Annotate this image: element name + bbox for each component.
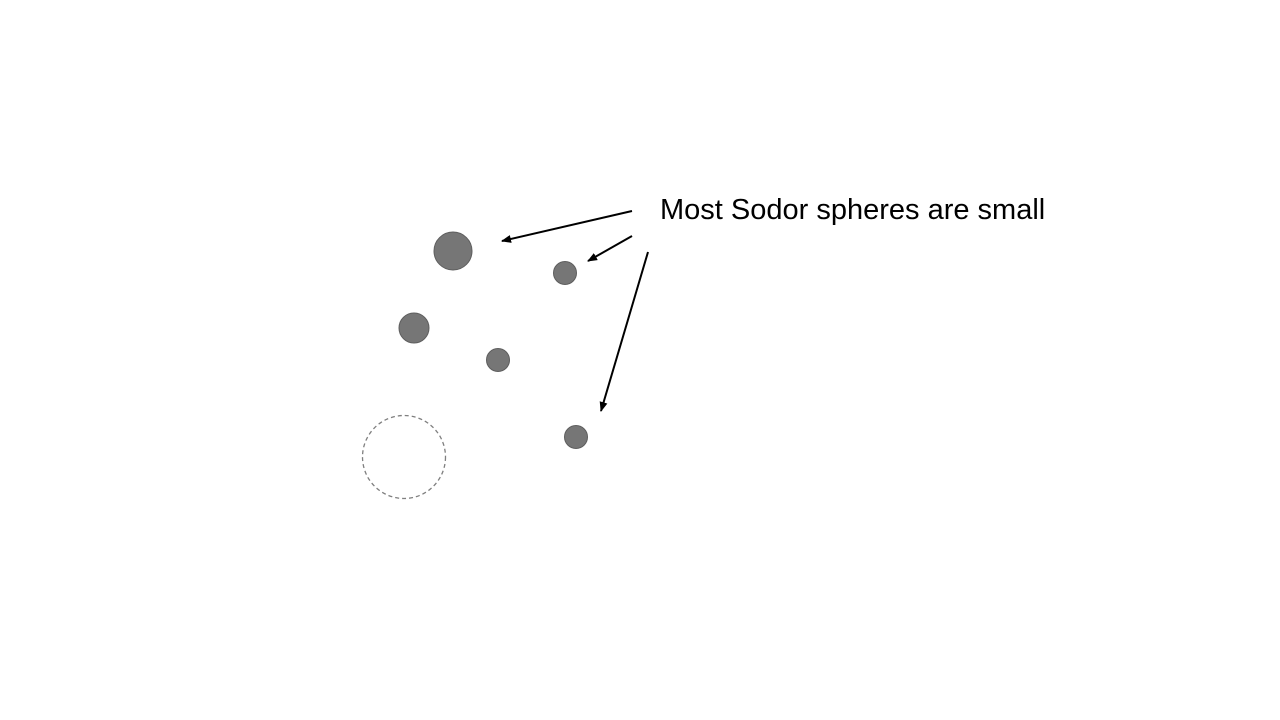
sphere-empty-outline — [361, 414, 447, 500]
sphere-medium-left — [398, 312, 430, 344]
arrow-to-large-top-sphere — [501, 210, 633, 243]
caption-text: Most Sodor spheres are small — [660, 194, 1046, 226]
sphere-large-top — [433, 231, 473, 271]
arrow-to-upper-right-sphere — [587, 235, 633, 262]
arrow-to-lower-right-sphere — [599, 251, 649, 412]
sphere-small-center — [486, 348, 510, 372]
sphere-small-lower-right — [564, 425, 588, 449]
sphere-small-upper-right — [553, 261, 577, 285]
